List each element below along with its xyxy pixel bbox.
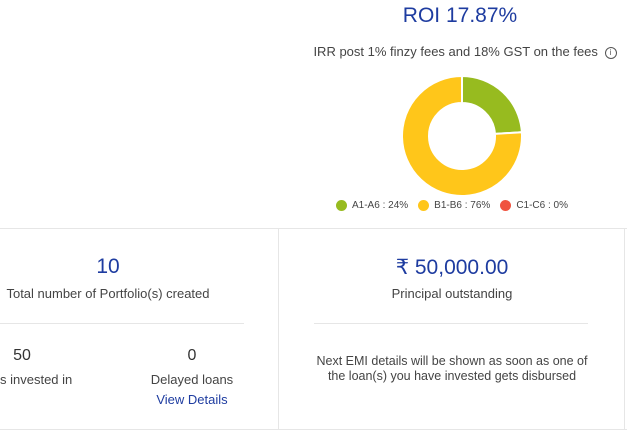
legend-label-b: B1-B6 : 76%: [434, 200, 491, 211]
legend-dot-b: [418, 200, 430, 211]
portfolio-donut-chart: [401, 74, 523, 197]
emi-note-line1: Next EMI details will be shown as soon a…: [316, 354, 588, 368]
legend-dot-c: [500, 200, 512, 211]
section-divider-top: [0, 228, 627, 229]
emi-note-line2: the loan(s) you have invested gets disbu…: [327, 369, 577, 383]
irr-text: IRR post 1% finzy fees and 18% GST on th…: [313, 44, 598, 59]
principal-separator: [314, 323, 588, 324]
legend-label-a: A1-A6 : 24%: [352, 200, 409, 211]
roi-section: ROI 17.87% IRR post 1% finzy fees and 18…: [300, 4, 627, 211]
view-details-link[interactable]: View Details: [156, 392, 228, 407]
invested-label: s invested in: [0, 372, 73, 387]
portfolio-count: 10: [96, 255, 120, 278]
delayed-loans-label: Delayed loans: [150, 372, 234, 387]
portfolio-count-label: Total number of Portfolio(s) created: [6, 286, 210, 301]
irr-subtitle: IRR post 1% finzy fees and 18% GST on th…: [300, 44, 627, 59]
roi-title: ROI 17.87%: [402, 4, 518, 27]
card-divider: [278, 229, 279, 429]
legend-dot-a: [336, 200, 347, 211]
portfolio-separator: [0, 323, 244, 324]
chart-legend: A1-A6 : 24% B1-B6 : 76% C1-C6 : 0%: [336, 200, 596, 211]
delayed-loans-count: 0: [187, 347, 197, 364]
principal-amount: ₹ 50,000.00: [395, 256, 509, 279]
legend-item-a: A1-A6 : 24%: [336, 200, 408, 211]
donut-slice-a1-a6[interactable]: [461, 74, 523, 135]
principal-label: Principal outstanding: [391, 286, 513, 301]
legend-item-b: B1-B6 : 76%: [418, 200, 490, 211]
section-divider-bottom: [0, 429, 627, 430]
invested-count: 50: [13, 347, 31, 364]
info-icon[interactable]: i: [604, 47, 617, 59]
donut-slice-b1-b6[interactable]: [401, 74, 523, 197]
card-right-border: [624, 229, 625, 429]
emi-note: Next EMI details will be shown as soon a…: [296, 354, 608, 384]
legend-item-c: C1-C6 : 0%: [500, 200, 568, 211]
legend-label-c: C1-C6 : 0%: [516, 200, 568, 211]
